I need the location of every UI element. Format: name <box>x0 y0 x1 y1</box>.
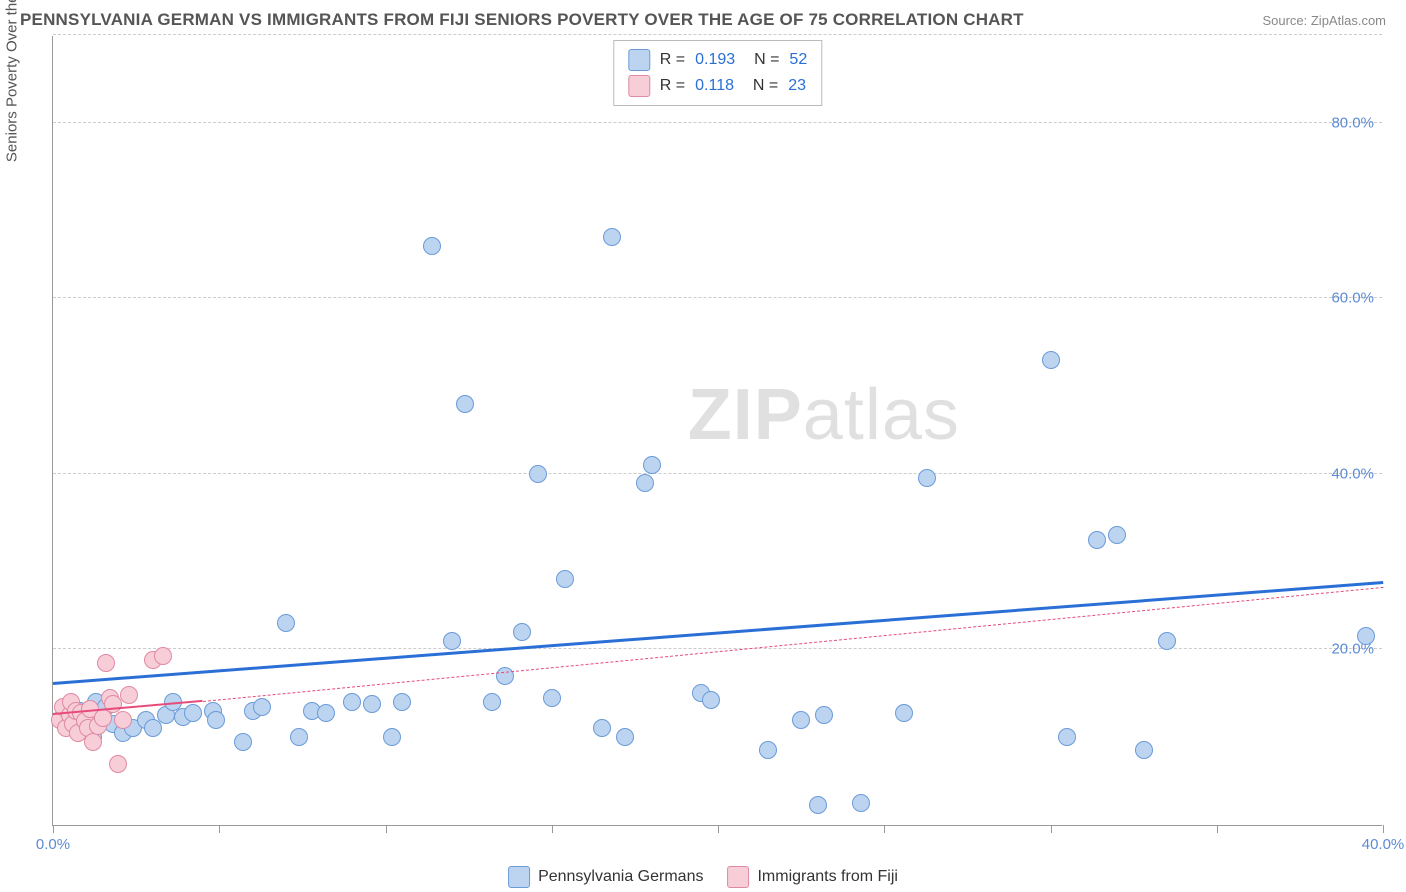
data-point <box>636 474 654 492</box>
correlation-stats-box: R = 0.193 N = 52 R = 0.118 N = 23 <box>613 40 822 106</box>
y-axis-label: Seniors Poverty Over the Age of 75 <box>4 0 21 162</box>
data-point <box>443 632 461 650</box>
x-tick <box>1051 825 1052 833</box>
data-point <box>483 693 501 711</box>
legend-label-1: Pennsylvania Germans <box>538 868 703 886</box>
data-point <box>918 469 936 487</box>
data-point <box>84 733 102 751</box>
x-tick <box>1217 825 1218 833</box>
data-point <box>643 456 661 474</box>
data-point <box>114 711 132 729</box>
n-value-1: 52 <box>789 51 807 69</box>
y-tick-label: 40.0% <box>1331 465 1374 482</box>
legend-swatch-2 <box>727 866 749 888</box>
trend-line-extrapolated <box>203 587 1383 702</box>
data-point <box>207 711 225 729</box>
data-point <box>343 693 361 711</box>
grid-line <box>53 122 1382 123</box>
data-point <box>556 570 574 588</box>
x-tick <box>718 825 719 833</box>
n-label: N = <box>745 51 779 69</box>
data-point <box>144 719 162 737</box>
data-point <box>529 465 547 483</box>
x-tick <box>53 825 54 833</box>
source-attribution: Source: ZipAtlas.com <box>1262 13 1386 28</box>
data-point <box>513 623 531 641</box>
data-point <box>456 395 474 413</box>
data-point <box>496 667 514 685</box>
grid-line <box>53 648 1382 649</box>
x-tick-label-left: 0.0% <box>36 836 70 853</box>
data-point <box>1158 632 1176 650</box>
data-point <box>109 755 127 773</box>
data-point <box>97 654 115 672</box>
r-label: R = <box>660 51 685 69</box>
x-tick <box>1383 825 1384 833</box>
data-point <box>852 794 870 812</box>
legend: Pennsylvania Germans Immigrants from Fij… <box>508 866 898 888</box>
chart-title: PENNSYLVANIA GERMAN VS IMMIGRANTS FROM F… <box>20 10 1024 30</box>
data-point <box>759 741 777 759</box>
data-point <box>616 728 634 746</box>
n-value-2: 23 <box>788 77 806 95</box>
swatch-series-2 <box>628 75 650 97</box>
data-point <box>253 698 271 716</box>
legend-item-2: Immigrants from Fiji <box>727 866 897 888</box>
data-point <box>792 711 810 729</box>
legend-swatch-1 <box>508 866 530 888</box>
data-point <box>702 691 720 709</box>
stats-row-series-1: R = 0.193 N = 52 <box>628 47 807 73</box>
x-tick <box>552 825 553 833</box>
data-point <box>290 728 308 746</box>
swatch-series-1 <box>628 49 650 71</box>
data-point <box>895 704 913 722</box>
data-point <box>154 647 172 665</box>
r-value-2: 0.118 <box>695 77 734 95</box>
data-point <box>393 693 411 711</box>
data-point <box>1357 627 1375 645</box>
data-point <box>363 695 381 713</box>
n-label: N = <box>744 77 778 95</box>
y-tick-label: 80.0% <box>1331 114 1374 131</box>
data-point <box>815 706 833 724</box>
y-tick-label: 60.0% <box>1331 290 1374 307</box>
data-point <box>317 704 335 722</box>
stats-row-series-2: R = 0.118 N = 23 <box>628 73 807 99</box>
grid-line <box>53 34 1382 35</box>
data-point <box>1108 526 1126 544</box>
legend-item-1: Pennsylvania Germans <box>508 866 703 888</box>
legend-label-2: Immigrants from Fiji <box>757 868 897 886</box>
scatter-plot-area: ZIPatlas R = 0.193 N = 52 R = 0.118 N = … <box>52 36 1382 826</box>
data-point <box>120 686 138 704</box>
x-tick <box>884 825 885 833</box>
data-point <box>1042 351 1060 369</box>
data-point <box>543 689 561 707</box>
data-point <box>603 228 621 246</box>
data-point <box>593 719 611 737</box>
grid-line <box>53 473 1382 474</box>
r-label: R = <box>660 77 685 95</box>
data-point <box>234 733 252 751</box>
data-point <box>277 614 295 632</box>
chart-header: PENNSYLVANIA GERMAN VS IMMIGRANTS FROM F… <box>0 0 1406 36</box>
data-point <box>184 704 202 722</box>
data-point <box>423 237 441 255</box>
x-tick <box>219 825 220 833</box>
watermark-text: ZIPatlas <box>688 374 960 456</box>
x-tick-label-right: 40.0% <box>1362 836 1405 853</box>
data-point <box>383 728 401 746</box>
data-point <box>809 796 827 814</box>
x-tick <box>386 825 387 833</box>
grid-line <box>53 297 1382 298</box>
r-value-1: 0.193 <box>695 51 735 69</box>
trend-line <box>53 581 1383 685</box>
data-point <box>1135 741 1153 759</box>
data-point <box>1058 728 1076 746</box>
data-point <box>1088 531 1106 549</box>
